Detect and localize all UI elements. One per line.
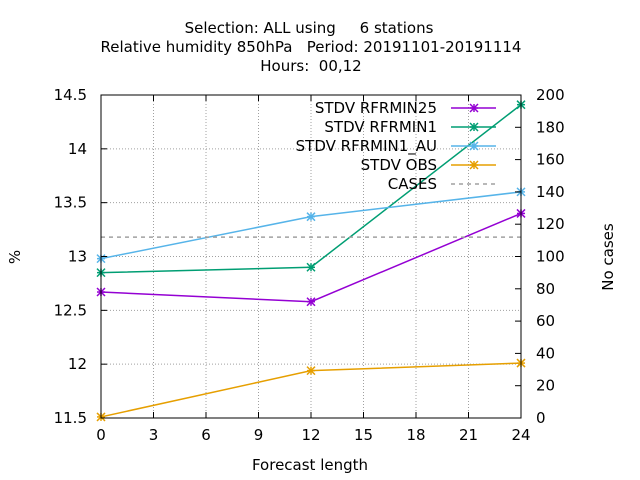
x-tick-label: 9	[254, 426, 264, 444]
y2-tick-label: 0	[536, 409, 546, 427]
y2-tick-label: 120	[536, 215, 565, 233]
data-point	[306, 262, 316, 272]
legend-label: STDV OBS	[361, 156, 437, 174]
data-point	[469, 103, 479, 113]
x-tick-label: 12	[301, 426, 320, 444]
ticks: 0 3 6 9 12 15 18 21 24 11.5 12 12.5 13 13.5 14 14.5 0 20 4…	[54, 86, 565, 444]
legend-label: CASES	[388, 175, 437, 193]
y2-tick-label: 40	[536, 344, 555, 362]
y2-axis-label: No cases	[599, 223, 617, 291]
data-point	[306, 212, 316, 222]
grid	[101, 95, 521, 418]
y2-tick-label: 200	[536, 86, 565, 104]
data-point	[306, 366, 316, 376]
x-tick-label: 18	[406, 426, 425, 444]
x-tick-label: 3	[149, 426, 159, 444]
x-tick-label: 24	[511, 426, 530, 444]
y-tick-label: 13.5	[54, 194, 87, 212]
y-tick-label: 13	[68, 248, 87, 266]
x-axis-label: Forecast length	[252, 456, 368, 474]
y2-tick-label: 100	[536, 248, 565, 266]
chart-title-line-3: Hours: 00,12	[260, 57, 361, 75]
y2-tick-label: 60	[536, 312, 555, 330]
y2-tick-label: 20	[536, 377, 555, 395]
x-tick-label: 15	[354, 426, 373, 444]
x-tick-label: 21	[459, 426, 478, 444]
y-tick-label: 12.5	[54, 301, 87, 319]
data-point	[469, 141, 479, 151]
legend-label: STDV RFRMIN1_AU	[296, 137, 437, 156]
data-point	[469, 160, 479, 170]
y-tick-label: 12	[68, 355, 87, 373]
y2-tick-label: 80	[536, 280, 555, 298]
chart-title-line-1: Selection: ALL using 6 stations	[185, 19, 434, 37]
series-stdv-obs	[96, 358, 526, 422]
y-tick-label: 14.5	[54, 86, 87, 104]
legend-label: STDV RFRMIN25	[315, 99, 437, 117]
data-point	[469, 122, 479, 132]
y-tick-label: 14	[68, 140, 87, 158]
y2-tick-label: 180	[536, 118, 565, 136]
x-tick-label: 0	[96, 426, 106, 444]
y2-tick-label: 140	[536, 183, 565, 201]
data-point	[306, 297, 316, 307]
chart-title-line-2: Relative humidity 850hPa Period: 2019110…	[101, 38, 522, 56]
y-axis-label: %	[6, 250, 24, 264]
y-tick-label: 11.5	[54, 409, 87, 427]
legend-label: STDV RFRMIN1	[324, 118, 437, 136]
x-tick-label: 6	[201, 426, 211, 444]
y2-tick-label: 160	[536, 151, 565, 169]
